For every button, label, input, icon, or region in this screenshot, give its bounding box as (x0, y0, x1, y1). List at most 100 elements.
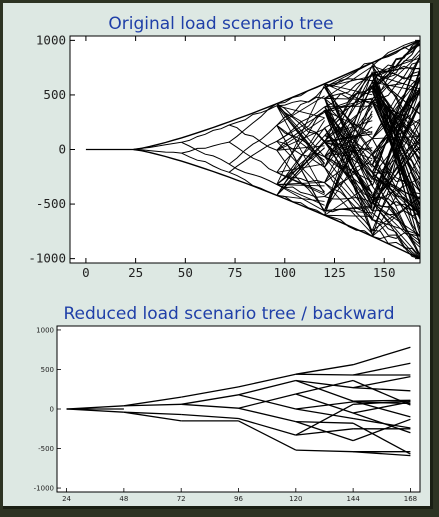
reduced-scenario-segment (123, 411, 182, 422)
reduced-scenario-segment (353, 387, 411, 392)
scenario-path-segment (276, 109, 325, 173)
scenario-path-segment (371, 153, 421, 243)
reduced-scenario-segment (295, 401, 354, 410)
scenario-path-segment (324, 83, 373, 96)
scenario-path-segment (371, 45, 421, 82)
scenario-path-segment (371, 172, 421, 215)
y-tick-label: 0 (50, 406, 54, 414)
reduced-scenario-segment (295, 420, 354, 442)
scenario-path-segment (276, 103, 325, 158)
scenario-path-segment (228, 124, 278, 165)
scenario-path-segment (371, 201, 421, 248)
scenario-path-segment (371, 49, 421, 89)
scenario-path-segment (371, 73, 421, 246)
x-tick-label: 150 (373, 265, 396, 280)
scenario-path-segment (371, 77, 421, 139)
y-tick-label: 0 (58, 142, 66, 157)
x-tick-label: 75 (228, 265, 243, 280)
reduced-scenario-segment (181, 413, 239, 420)
figure-svg: Original load scenario tree 0 25 50 75 100 12… (28, 14, 421, 503)
scenario-path-segment (276, 128, 325, 151)
scenario-path-segment (324, 83, 373, 186)
scenario-path-segment (324, 98, 373, 139)
y-tick-label: 1000 (36, 32, 66, 47)
scenario-path-segment (372, 118, 421, 155)
scenario-path-segment (371, 212, 421, 260)
scenario-path-segment (324, 98, 373, 233)
reduced-scenario-segment (238, 379, 296, 396)
scenario-path-segment (371, 119, 421, 198)
y-tick-label: -1000 (28, 251, 66, 266)
scenario-path-segment (371, 156, 421, 237)
reduced-scenario-segment (123, 403, 182, 407)
reduced-scenario-segment (238, 393, 296, 409)
reduced-scenario-segment (295, 408, 354, 420)
scenario-path-segment (372, 218, 421, 236)
scenario-path-segment (324, 109, 373, 134)
scenario-path-segment (181, 141, 230, 165)
scenario-path-segment (276, 142, 325, 185)
scenario-path-segment (371, 155, 421, 259)
scenario-path-segment (181, 152, 230, 173)
scenario-path-segment (228, 140, 278, 173)
scenario-path-segment (324, 98, 373, 166)
reduced-scenario-segment (295, 420, 354, 424)
scenario-path-segment (371, 88, 421, 220)
reduced-scenario-segment (238, 407, 296, 423)
scenario-path-segment (371, 73, 421, 170)
scenario-path-segment (372, 81, 421, 92)
y-tick-label: -500 (36, 196, 66, 211)
scenario-path-segment (228, 163, 278, 185)
scenario-path-segment (371, 73, 421, 115)
x-tick-label: 96 (234, 495, 243, 503)
scenario-path-segment (372, 232, 421, 240)
scenario-path-segment (372, 229, 421, 260)
scenario-path-segment (372, 202, 421, 237)
chart-title-reduced: Reduced load scenario tree / backward (63, 304, 394, 324)
scenario-path-segment (324, 156, 373, 199)
scenario-path-segment (371, 91, 421, 165)
reduced-scenario-segment (352, 375, 411, 389)
x-tick-label: 100 (273, 265, 296, 280)
scenario-path-segment (324, 214, 373, 217)
x-tick-label: 48 (119, 495, 128, 503)
scenario-path-segment (324, 83, 373, 105)
scenario-path-segment (276, 184, 325, 212)
scenario-path-segment (371, 56, 421, 139)
scenario-path-segment (324, 159, 373, 197)
reduced-scenario-segment (238, 420, 297, 451)
scenario-path-segment (324, 105, 373, 108)
chart-title-original: Original load scenario tree (108, 14, 333, 34)
scenario-path-segment (324, 131, 373, 143)
scenario-path-segment (276, 105, 325, 195)
scenario-path-segment (276, 111, 325, 142)
scenario-path-segment (324, 65, 373, 99)
scenario-path-segment (181, 124, 230, 143)
reduced-scenario-segment (295, 379, 354, 389)
scenario-path-segment (324, 97, 373, 112)
reduced-scenario-segment (295, 379, 354, 395)
reduced-scenario-segment (295, 449, 354, 453)
reduced-scenario-segment (123, 396, 182, 407)
scenario-path-segment (371, 102, 421, 211)
reduced-scenario-segment (352, 346, 411, 366)
x-tick-label: 120 (289, 495, 302, 503)
scenario-path-segment (372, 100, 421, 125)
y-tick-label: 1000 (36, 326, 54, 334)
reduced-scenario-segment (295, 379, 354, 402)
reduced-scenario-segment (238, 394, 296, 410)
y-tick-label: -1000 (34, 485, 54, 493)
x-tick-label: 144 (346, 495, 360, 503)
scenario-path-segment (324, 167, 373, 231)
figure-panel: Original load scenario tree 0 25 50 75 100 12… (3, 3, 433, 509)
scenario-path-segment (371, 145, 421, 204)
scenario-path-segment (324, 88, 373, 112)
y-tick-label: -500 (38, 445, 54, 453)
scenario-path-segment (181, 141, 230, 154)
scenario-path-segment (324, 127, 373, 194)
reduced-scenario-segment (295, 428, 354, 436)
scenario-path-segment (372, 73, 421, 90)
scenario-path-segment (324, 110, 373, 206)
x-tick-label: 0 (82, 265, 90, 280)
